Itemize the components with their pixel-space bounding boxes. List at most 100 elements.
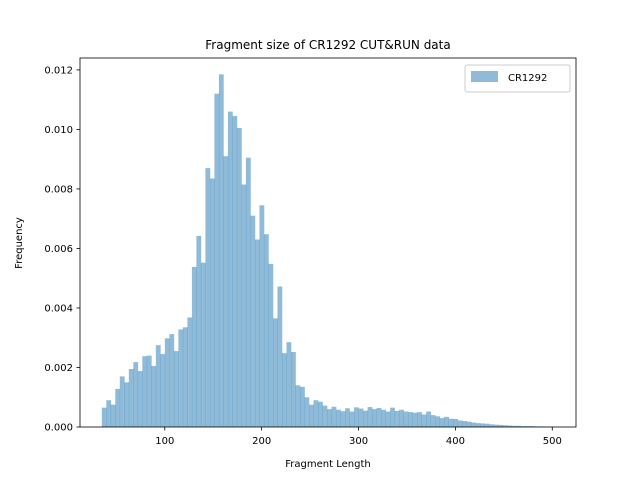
- x-tick-label: 100: [155, 436, 174, 447]
- histogram-bar: [448, 418, 454, 427]
- histogram-bar: [466, 421, 472, 427]
- histogram-bar: [115, 388, 121, 427]
- histogram-bar: [236, 127, 242, 427]
- histogram-bar: [223, 156, 229, 428]
- histogram-bar: [313, 400, 319, 427]
- histogram-bar: [511, 425, 517, 427]
- histogram-bar: [178, 329, 184, 427]
- histogram-bar: [160, 354, 166, 427]
- histogram-bar: [502, 425, 508, 427]
- histogram-bar: [182, 327, 188, 427]
- histogram-bar: [349, 411, 355, 427]
- histogram-bar: [489, 424, 495, 427]
- histogram-bar: [200, 262, 206, 427]
- histogram-bar: [196, 235, 202, 427]
- histogram-bar: [408, 412, 413, 427]
- histogram-bar: [318, 401, 323, 427]
- histogram-bar: [250, 215, 256, 427]
- histogram-bar: [133, 362, 139, 427]
- x-tick-label: 200: [252, 436, 271, 447]
- histogram-bar: [439, 418, 445, 427]
- histogram-bar: [399, 409, 404, 427]
- histogram-bar: [453, 418, 458, 427]
- histogram-bar: [124, 382, 130, 427]
- histogram-bar: [295, 385, 301, 427]
- histogram-bar: [277, 286, 283, 427]
- legend: CR1292: [464, 64, 571, 93]
- histogram-bar: [232, 116, 238, 427]
- histogram-bar: [110, 404, 116, 427]
- y-tick-label: 0.008: [44, 184, 73, 195]
- histogram-bar: [155, 345, 161, 427]
- histogram-bar: [507, 425, 513, 427]
- histogram-bar: [498, 424, 504, 427]
- histogram-bar: [101, 407, 107, 427]
- y-tick-label: 0.004: [44, 303, 73, 314]
- histogram-bar: [290, 352, 296, 427]
- x-tick-label: 400: [446, 436, 465, 447]
- histogram-bar: [218, 74, 224, 427]
- histogram-bar: [309, 404, 314, 427]
- legend-label: CR1292: [508, 73, 547, 84]
- histogram-bar: [457, 420, 463, 427]
- chart-title: Fragment size of CR1292 CUT&RUN data: [205, 38, 450, 52]
- histogram-bars: [101, 74, 553, 428]
- histogram-bar: [430, 415, 436, 427]
- histogram-bar: [142, 356, 148, 427]
- histogram-bar: [390, 407, 395, 427]
- histogram-bar: [525, 426, 531, 427]
- histogram-bar: [354, 407, 359, 427]
- histogram-bar: [529, 426, 535, 427]
- histogram-bar: [435, 416, 440, 427]
- histogram-bar: [403, 411, 409, 427]
- legend-swatch: [471, 71, 498, 82]
- histogram-bar: [421, 414, 427, 427]
- histogram-bar: [394, 410, 400, 427]
- histogram-bar: [173, 351, 179, 427]
- histogram-bar: [381, 409, 386, 427]
- histogram-bar: [169, 334, 175, 427]
- histogram-bar: [286, 342, 292, 427]
- histogram-bar: [331, 406, 337, 427]
- histogram-bar: [106, 400, 112, 427]
- histogram-bar: [484, 423, 490, 427]
- histogram-bar: [358, 408, 364, 427]
- histogram-bar: [272, 318, 278, 427]
- histogram-bar: [376, 407, 382, 427]
- histogram-bar: [128, 368, 134, 427]
- histogram-bar: [480, 423, 485, 427]
- histogram-bar: [412, 412, 418, 427]
- histogram-bar: [137, 371, 143, 427]
- y-tick-label: 0.006: [44, 244, 73, 255]
- histogram-bar: [268, 263, 274, 427]
- histogram-bar: [372, 409, 377, 427]
- histogram-bar: [241, 184, 247, 427]
- histogram-bar: [444, 416, 449, 427]
- histogram-bar: [520, 426, 526, 427]
- histogram-bar: [227, 111, 233, 427]
- plot-frame: [79, 57, 577, 428]
- histogram-bar: [205, 168, 211, 427]
- histogram-bar: [367, 407, 373, 427]
- histogram-bar: [417, 412, 422, 427]
- x-tick-label: 300: [349, 436, 368, 447]
- histogram-bar: [214, 93, 220, 427]
- histogram-bar: [462, 421, 467, 427]
- histogram-bar: [471, 422, 476, 427]
- histogram-bar: [151, 365, 157, 427]
- histogram-bar: [336, 409, 341, 427]
- histogram-bar: [300, 386, 305, 427]
- y-axis-ticks: 0.000 0.002 0.004 0.006 0.008 0.010 0.012: [44, 65, 80, 434]
- y-tick-label: 0.002: [44, 363, 73, 374]
- histogram-bar: [426, 411, 431, 427]
- histogram-bar: [209, 178, 215, 427]
- histogram-bar: [146, 355, 152, 427]
- y-tick-label: 0.000: [44, 423, 73, 434]
- histogram-bar: [119, 376, 125, 427]
- y-axis-label: Frequency: [14, 217, 25, 269]
- histogram-bar: [304, 397, 310, 427]
- histogram-bar: [245, 157, 251, 427]
- histogram-bar: [327, 409, 332, 427]
- histogram-bar: [340, 411, 346, 427]
